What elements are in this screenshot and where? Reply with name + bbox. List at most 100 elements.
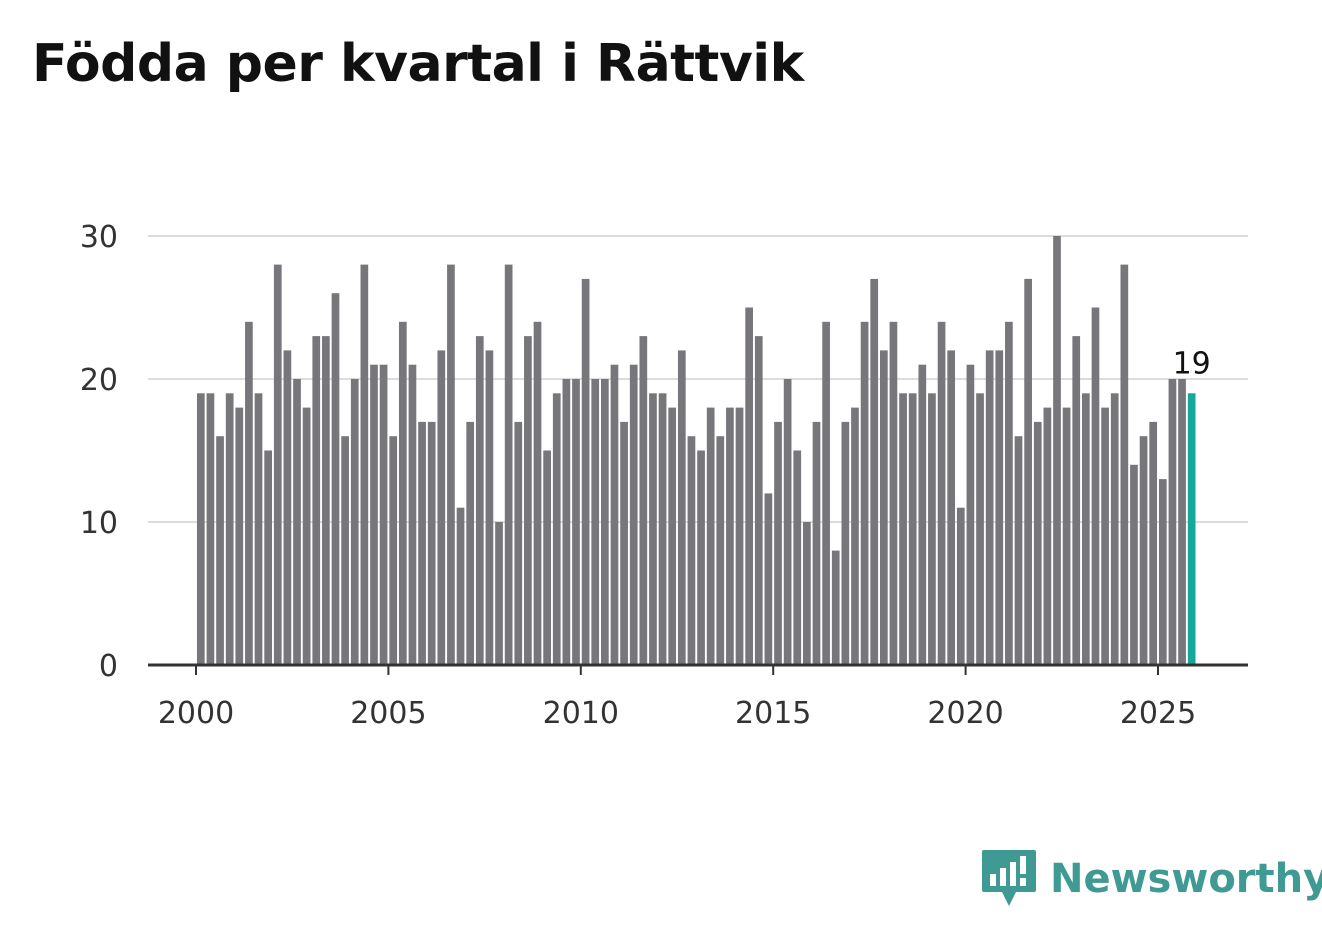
y-tick-label: 10 (80, 506, 118, 541)
bar (976, 393, 984, 665)
bar (1149, 421, 1158, 665)
bar (812, 421, 821, 665)
bar (1062, 407, 1071, 665)
bar (196, 393, 205, 665)
bar (956, 507, 965, 665)
bar (754, 336, 763, 665)
bar (562, 379, 571, 665)
bar (677, 350, 686, 665)
bar (649, 393, 657, 665)
bar (639, 336, 648, 665)
bar (774, 421, 782, 665)
bar (1139, 436, 1148, 665)
bar (870, 278, 879, 665)
bar (1072, 336, 1081, 665)
bar (1158, 479, 1167, 665)
bar (1130, 464, 1138, 665)
bar (322, 336, 330, 665)
bar (235, 407, 244, 665)
bar (764, 493, 773, 665)
bar (408, 364, 417, 665)
bar (533, 321, 542, 665)
bar (889, 321, 898, 665)
bar (1053, 236, 1061, 665)
bar (456, 507, 465, 665)
axes (148, 663, 1248, 675)
bar (504, 264, 513, 665)
bar (437, 350, 446, 665)
bar (283, 350, 292, 665)
bar (735, 407, 744, 665)
bar (475, 336, 484, 665)
bar (552, 393, 561, 665)
x-tick-label: 2000 (158, 696, 234, 731)
bar (524, 336, 532, 665)
bar (447, 264, 455, 665)
bar (841, 421, 850, 665)
bar (379, 364, 388, 665)
bar-highlight (1187, 393, 1196, 665)
bar (918, 364, 927, 665)
bar (216, 436, 224, 665)
bar (543, 450, 551, 665)
x-tick-label: 2005 (350, 696, 426, 731)
newsworthy-logo: Newsworthy (980, 848, 1322, 910)
bar (331, 293, 340, 665)
bar (341, 436, 349, 665)
bar (793, 450, 802, 665)
bar (658, 393, 667, 665)
bar (293, 379, 301, 665)
brand-name: Newsworthy (1050, 856, 1322, 902)
bar (1101, 407, 1109, 665)
x-tick-label: 2025 (1120, 696, 1196, 731)
bar (581, 278, 590, 665)
y-tick-label: 0 (99, 649, 118, 684)
bar (514, 421, 523, 665)
bar (908, 393, 917, 665)
bar (831, 550, 840, 665)
bar (245, 321, 253, 665)
bar (899, 393, 907, 665)
bar (466, 421, 475, 665)
bar (1178, 379, 1186, 665)
bar (928, 393, 936, 665)
bar (1120, 264, 1129, 665)
bar (879, 350, 888, 665)
bar (254, 393, 263, 665)
bar (302, 407, 311, 665)
bar (350, 379, 359, 665)
bar (601, 379, 609, 665)
bar (803, 522, 811, 665)
bar (591, 379, 600, 665)
bar (398, 321, 407, 665)
bar (726, 407, 734, 665)
bar (1014, 436, 1023, 665)
bar (1168, 379, 1177, 665)
bar (273, 264, 282, 665)
bar (389, 436, 398, 665)
bars (196, 236, 1196, 665)
bar (860, 321, 869, 665)
bar-chart-speech-bubble-icon (982, 850, 1036, 906)
chart-title: Födda per kvartal i Rättvik (32, 34, 804, 94)
bar (1024, 278, 1032, 665)
bar (206, 393, 215, 665)
bar (745, 307, 753, 665)
bar (485, 350, 494, 665)
bar (783, 379, 792, 665)
x-tick-label: 2010 (543, 696, 619, 731)
bar (418, 421, 426, 665)
tick-labels: 0 10 20 30 19 2000 2005 2010 2015 2020 2025 (80, 220, 1211, 731)
bar (985, 350, 994, 665)
bar (1110, 393, 1119, 665)
bar (264, 450, 272, 665)
bar (966, 364, 975, 665)
bar (610, 364, 619, 665)
bar (1082, 393, 1090, 665)
bar (822, 321, 830, 665)
bar (937, 321, 946, 665)
bar (370, 364, 378, 665)
bar (629, 364, 638, 665)
bar (225, 393, 234, 665)
y-tick-label: 20 (80, 363, 118, 398)
